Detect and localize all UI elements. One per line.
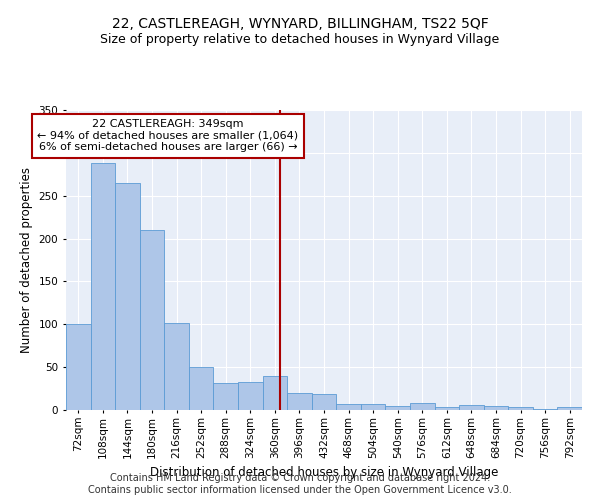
- Bar: [91, 163, 115, 410]
- Bar: [434, 408, 459, 410]
- Bar: [484, 406, 508, 410]
- X-axis label: Distribution of detached houses by size in Wynyard Village: Distribution of detached houses by size …: [150, 466, 498, 479]
- Y-axis label: Number of detached properties: Number of detached properties: [20, 167, 33, 353]
- Bar: [214, 384, 238, 410]
- Bar: [115, 183, 140, 410]
- Text: 22, CASTLEREAGH, WYNYARD, BILLINGHAM, TS22 5QF: 22, CASTLEREAGH, WYNYARD, BILLINGHAM, TS…: [112, 18, 488, 32]
- Bar: [66, 324, 91, 410]
- Bar: [459, 405, 484, 410]
- Text: Contains HM Land Registry data © Crown copyright and database right 2024.
Contai: Contains HM Land Registry data © Crown c…: [88, 474, 512, 495]
- Text: Size of property relative to detached houses in Wynyard Village: Size of property relative to detached ho…: [100, 32, 500, 46]
- Bar: [287, 393, 312, 410]
- Bar: [164, 322, 189, 410]
- Bar: [140, 230, 164, 410]
- Text: 22 CASTLEREAGH: 349sqm
← 94% of detached houses are smaller (1,064)
6% of semi-d: 22 CASTLEREAGH: 349sqm ← 94% of detached…: [37, 119, 299, 152]
- Bar: [361, 404, 385, 410]
- Bar: [238, 382, 263, 410]
- Bar: [336, 404, 361, 410]
- Bar: [385, 406, 410, 410]
- Bar: [189, 367, 214, 410]
- Bar: [508, 408, 533, 410]
- Bar: [410, 403, 434, 410]
- Bar: [312, 394, 336, 410]
- Bar: [263, 376, 287, 410]
- Bar: [557, 406, 582, 410]
- Bar: [533, 409, 557, 410]
